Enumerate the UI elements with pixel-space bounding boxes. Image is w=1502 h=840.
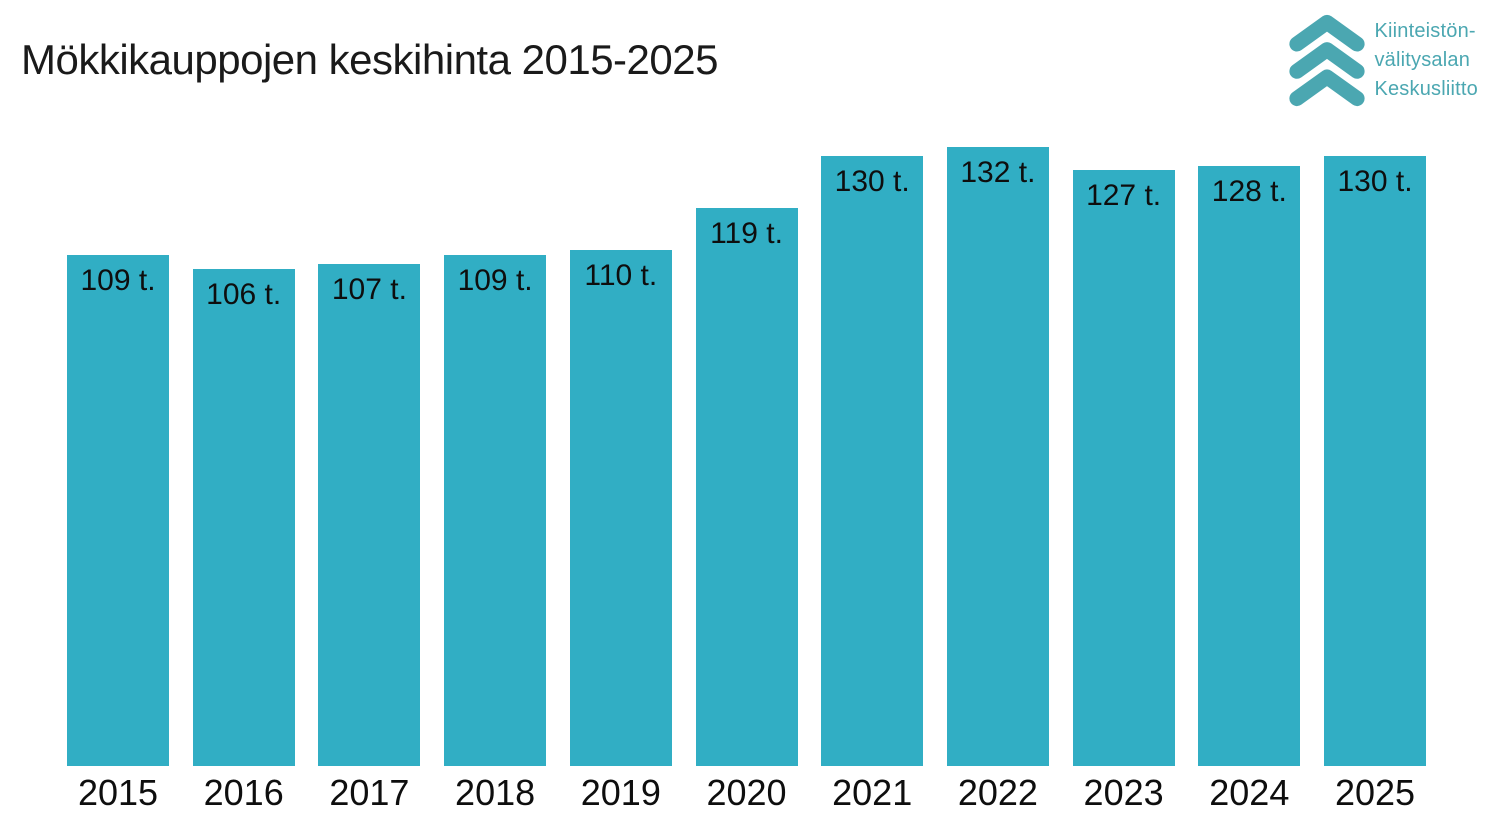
- bar-value-label: 109 t.: [80, 264, 156, 297]
- x-axis-label-2017: 2017: [329, 772, 410, 813]
- x-axis-label-2016: 2016: [203, 772, 284, 813]
- x-axis-label-2024: 2024: [1209, 772, 1290, 813]
- x-axis-label-2021: 2021: [832, 772, 913, 813]
- x-axis-label-2022: 2022: [957, 772, 1038, 813]
- bar-value-label: 110 t.: [584, 259, 658, 292]
- bar-2021: 130 t.: [821, 156, 924, 766]
- x-axis-label-2019: 2019: [580, 772, 661, 813]
- bar-2023: 127 t.: [1072, 170, 1175, 766]
- x-axis-label-2023: 2023: [1083, 772, 1164, 813]
- x-axis-label-2015: 2015: [77, 772, 159, 813]
- bar-2015: 109 t.: [67, 255, 169, 766]
- bar-value-label: 132 t.: [960, 156, 1036, 189]
- logo-text: Kiinteistön- välitysalan Keskusliitto: [1374, 17, 1478, 104]
- bar-value-label: 128 t.: [1211, 175, 1287, 208]
- bar-2022: 132 t.: [946, 147, 1049, 766]
- bar-value-label: 130 t.: [1337, 165, 1413, 198]
- bar-2024: 128 t.: [1198, 166, 1301, 766]
- logo-text-line-3: Keskusliitto: [1374, 77, 1478, 100]
- bar-value-label: 127 t.: [1086, 179, 1162, 212]
- bar-value-label: 130 t.: [834, 165, 910, 198]
- logo-text-line-2: välitysalan: [1374, 48, 1471, 71]
- bar-value-label: 106 t.: [206, 278, 282, 311]
- chart-title: Mökkikauppojen keskihinta 2015-2025: [21, 36, 718, 83]
- x-axis-label-2020: 2020: [706, 772, 787, 813]
- logo: Kiinteistön- välitysalan Keskusliitto: [1286, 13, 1478, 107]
- triple-chevron-up-icon: [1289, 14, 1366, 107]
- logo-text-line-1: Kiinteistön-: [1374, 19, 1476, 42]
- bar-2020: 119 t.: [695, 208, 798, 766]
- bar-2019: 110 t.: [569, 250, 672, 766]
- x-axis-label-2025: 2025: [1334, 772, 1416, 813]
- bar-2016: 106 t.: [192, 269, 295, 766]
- bar-value-label: 109 t.: [457, 264, 533, 297]
- bar-2018: 109 t.: [444, 255, 547, 766]
- bar-2017: 107 t.: [318, 264, 421, 766]
- bar-value-label: 119 t.: [710, 217, 783, 250]
- x-axis-label-2018: 2018: [455, 772, 536, 813]
- bar-2025: 130 t.: [1324, 156, 1426, 766]
- bar-value-label: 107 t.: [331, 273, 407, 306]
